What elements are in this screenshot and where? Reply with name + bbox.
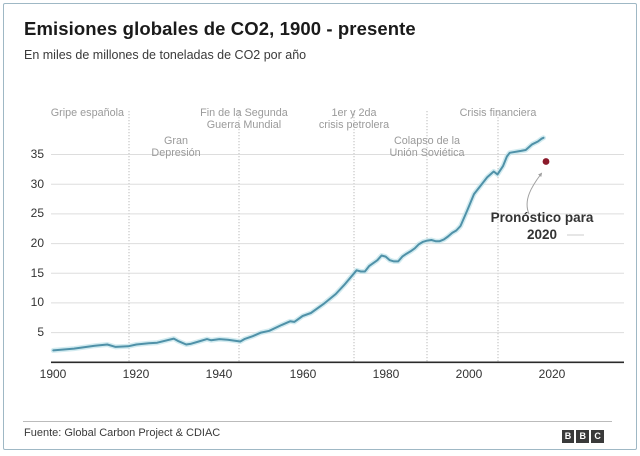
svg-text:5: 5: [37, 325, 44, 339]
svg-text:1980: 1980: [373, 367, 400, 381]
svg-text:Fin de la Segunda: Fin de la Segunda: [200, 107, 288, 119]
svg-text:Depresión: Depresión: [151, 147, 200, 159]
svg-text:2020: 2020: [527, 227, 557, 242]
svg-text:2020: 2020: [539, 367, 566, 381]
svg-text:1900: 1900: [40, 367, 67, 381]
svg-text:10: 10: [31, 295, 45, 309]
svg-text:Crisis financiera: Crisis financiera: [460, 107, 537, 119]
svg-text:Pronóstico para: Pronóstico para: [491, 210, 594, 225]
svg-text:1960: 1960: [290, 367, 317, 381]
svg-text:1940: 1940: [206, 367, 233, 381]
svg-text:35: 35: [31, 147, 45, 161]
svg-text:20: 20: [31, 236, 45, 250]
svg-text:1920: 1920: [123, 367, 150, 381]
svg-text:Unión Soviética: Unión Soviética: [389, 147, 464, 159]
svg-text:Colapso de la: Colapso de la: [394, 135, 460, 147]
svg-text:30: 30: [31, 177, 45, 191]
svg-text:crisis petrolera: crisis petrolera: [319, 119, 389, 131]
svg-text:Gran: Gran: [164, 135, 188, 147]
svg-text:Guerra Mundial: Guerra Mundial: [207, 119, 281, 131]
svg-text:1er y 2da: 1er y 2da: [331, 107, 376, 119]
svg-text:25: 25: [31, 206, 45, 220]
svg-text:15: 15: [31, 266, 45, 280]
svg-text:2000: 2000: [456, 367, 483, 381]
svg-text:Gripe española: Gripe española: [51, 107, 124, 119]
